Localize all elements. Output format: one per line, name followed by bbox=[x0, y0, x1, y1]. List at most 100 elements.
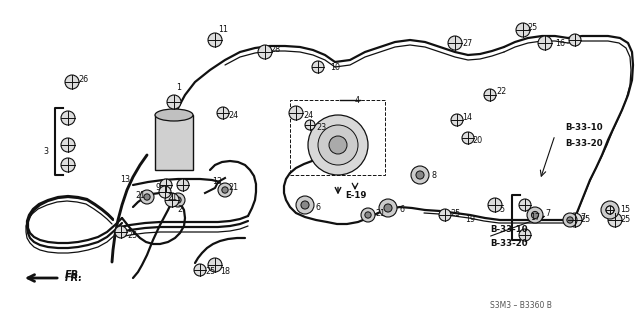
Text: 25: 25 bbox=[580, 216, 590, 225]
Text: 3: 3 bbox=[43, 147, 48, 157]
Text: 10: 10 bbox=[330, 63, 340, 72]
Ellipse shape bbox=[165, 193, 179, 207]
Text: 25: 25 bbox=[450, 209, 460, 218]
Ellipse shape bbox=[258, 45, 272, 59]
Ellipse shape bbox=[365, 212, 371, 218]
Text: 17: 17 bbox=[530, 213, 540, 222]
Ellipse shape bbox=[155, 109, 193, 121]
Ellipse shape bbox=[318, 125, 358, 165]
Ellipse shape bbox=[416, 171, 424, 179]
Ellipse shape bbox=[194, 264, 206, 276]
Ellipse shape bbox=[488, 198, 502, 212]
Text: E-19: E-19 bbox=[345, 190, 366, 199]
Text: 2: 2 bbox=[177, 205, 182, 214]
Text: 13: 13 bbox=[120, 175, 130, 184]
Ellipse shape bbox=[379, 199, 397, 217]
Ellipse shape bbox=[61, 111, 75, 125]
Ellipse shape bbox=[308, 115, 368, 175]
Text: 21: 21 bbox=[228, 183, 238, 192]
Ellipse shape bbox=[301, 201, 309, 209]
Ellipse shape bbox=[606, 206, 614, 214]
Text: 18: 18 bbox=[220, 268, 230, 277]
Ellipse shape bbox=[296, 196, 314, 214]
Text: 7: 7 bbox=[580, 213, 585, 222]
Text: 19: 19 bbox=[465, 216, 475, 225]
Ellipse shape bbox=[563, 213, 577, 227]
Ellipse shape bbox=[159, 186, 171, 198]
Text: 12: 12 bbox=[212, 177, 222, 187]
Text: 6: 6 bbox=[400, 205, 405, 214]
Text: 6: 6 bbox=[315, 204, 320, 212]
Ellipse shape bbox=[448, 36, 462, 50]
Ellipse shape bbox=[384, 204, 392, 212]
Ellipse shape bbox=[289, 106, 303, 120]
Ellipse shape bbox=[160, 179, 172, 191]
Text: 15: 15 bbox=[620, 205, 630, 214]
Ellipse shape bbox=[312, 61, 324, 73]
Ellipse shape bbox=[361, 208, 375, 222]
Ellipse shape bbox=[568, 213, 582, 227]
Text: 25: 25 bbox=[620, 216, 630, 225]
Text: 20: 20 bbox=[472, 136, 482, 145]
Text: 25: 25 bbox=[527, 24, 537, 33]
Text: 24: 24 bbox=[228, 110, 238, 120]
Text: B-33-10: B-33-10 bbox=[490, 226, 527, 234]
Ellipse shape bbox=[538, 36, 552, 50]
Text: 25: 25 bbox=[205, 268, 215, 277]
Ellipse shape bbox=[608, 213, 622, 227]
Ellipse shape bbox=[329, 136, 347, 154]
Ellipse shape bbox=[217, 107, 229, 119]
Text: S3M3 – B3360 B: S3M3 – B3360 B bbox=[490, 300, 552, 309]
Text: 7: 7 bbox=[545, 209, 550, 218]
Ellipse shape bbox=[516, 23, 530, 37]
Ellipse shape bbox=[462, 132, 474, 144]
Text: B-33-20: B-33-20 bbox=[490, 239, 527, 248]
Text: 22: 22 bbox=[496, 87, 506, 97]
Ellipse shape bbox=[519, 229, 531, 241]
Text: 4: 4 bbox=[355, 95, 360, 105]
Ellipse shape bbox=[484, 89, 496, 101]
Text: 28: 28 bbox=[270, 46, 280, 55]
Text: FR.: FR. bbox=[65, 273, 83, 283]
Ellipse shape bbox=[65, 75, 79, 89]
Text: 9: 9 bbox=[155, 183, 160, 192]
Text: 21: 21 bbox=[167, 194, 177, 203]
Ellipse shape bbox=[208, 33, 222, 47]
Ellipse shape bbox=[569, 34, 581, 46]
Ellipse shape bbox=[519, 199, 531, 211]
Ellipse shape bbox=[305, 120, 315, 130]
Ellipse shape bbox=[167, 95, 181, 109]
Ellipse shape bbox=[208, 258, 222, 272]
Bar bbox=[155, 115, 193, 170]
Bar bbox=[290, 100, 385, 175]
Ellipse shape bbox=[531, 211, 539, 219]
Text: B-33-10: B-33-10 bbox=[565, 123, 603, 132]
Text: 27: 27 bbox=[462, 39, 472, 48]
Ellipse shape bbox=[175, 197, 181, 203]
Text: 14: 14 bbox=[462, 114, 472, 122]
Ellipse shape bbox=[527, 207, 543, 223]
Ellipse shape bbox=[61, 138, 75, 152]
Text: 16: 16 bbox=[555, 39, 565, 48]
Text: 24: 24 bbox=[303, 110, 313, 120]
Text: 21: 21 bbox=[375, 210, 385, 219]
Text: 1: 1 bbox=[176, 84, 181, 93]
Ellipse shape bbox=[177, 179, 189, 191]
Ellipse shape bbox=[567, 217, 573, 223]
Text: FR.: FR. bbox=[65, 270, 83, 280]
Ellipse shape bbox=[222, 187, 228, 193]
Ellipse shape bbox=[171, 193, 185, 207]
Ellipse shape bbox=[439, 209, 451, 221]
Text: 8: 8 bbox=[432, 170, 437, 180]
Text: 26: 26 bbox=[78, 76, 88, 85]
Ellipse shape bbox=[144, 194, 150, 200]
Ellipse shape bbox=[61, 158, 75, 172]
Ellipse shape bbox=[115, 226, 127, 238]
Text: 11: 11 bbox=[218, 26, 228, 34]
Ellipse shape bbox=[140, 190, 154, 204]
Ellipse shape bbox=[411, 166, 429, 184]
Text: 5: 5 bbox=[499, 205, 504, 214]
Text: 23: 23 bbox=[316, 122, 326, 131]
Text: 21: 21 bbox=[135, 190, 145, 199]
Ellipse shape bbox=[601, 201, 619, 219]
